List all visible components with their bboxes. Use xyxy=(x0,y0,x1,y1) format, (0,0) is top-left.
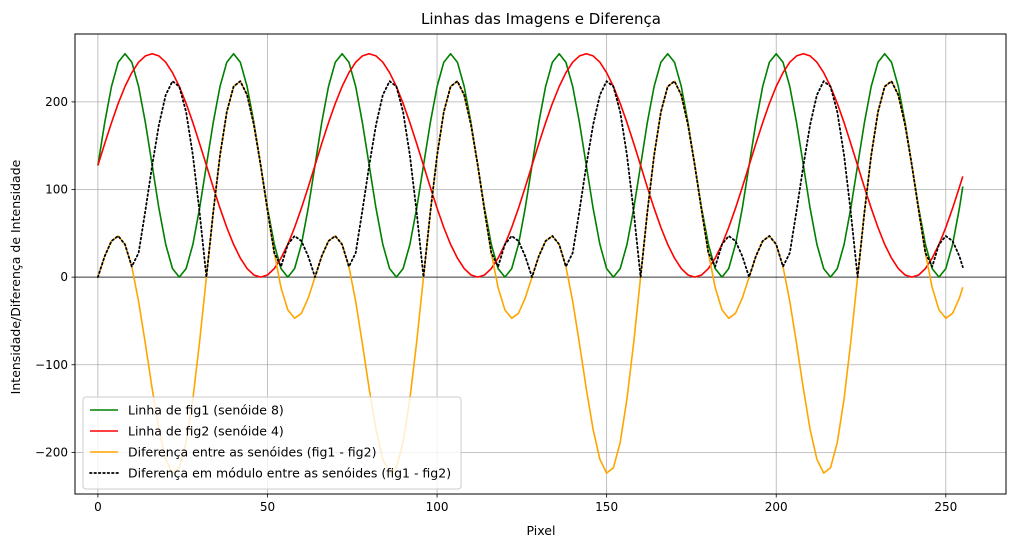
legend-label-4: Diferença em módulo entre as senóides (f… xyxy=(128,466,451,481)
x-tick-label: 100 xyxy=(426,500,449,514)
legend: Linha de fig1 (senóide 8) Linha de fig2 (… xyxy=(82,396,462,490)
y-tick-label: 200 xyxy=(45,95,68,109)
series-line-1 xyxy=(97,52,964,278)
y-tick-label: 0 xyxy=(60,270,68,284)
y-tick-label: −100 xyxy=(35,358,68,372)
y-tick-label: 100 xyxy=(45,183,68,197)
series-layer xyxy=(97,52,964,474)
ticks: 0 50 100 150 200 250 −200 −100 0 100 200 xyxy=(35,95,957,514)
y-tick-label: −200 xyxy=(35,445,68,459)
x-tick-label: 250 xyxy=(934,500,957,514)
y-axis-label: Intensidade/Diferença de Intensidade xyxy=(8,159,23,394)
x-tick-label: 50 xyxy=(260,500,275,514)
x-tick-label: 200 xyxy=(765,500,788,514)
chart-title: Linhas das Imagens e Diferença xyxy=(421,10,661,28)
x-tick-label: 150 xyxy=(595,500,618,514)
plot-frame xyxy=(74,33,1007,495)
legend-label-1: Linha de fig1 (senóide 8) xyxy=(128,403,284,418)
x-axis-label: Pixel xyxy=(527,523,556,538)
series-line-2 xyxy=(97,52,964,278)
x-tick-label: 0 xyxy=(94,500,102,514)
legend-label-2: Linha de fig2 (senóide 4) xyxy=(128,424,284,439)
series-line-4 xyxy=(97,80,964,279)
legend-label-3: Diferença entre as senóides (fig1 - fig2… xyxy=(128,445,376,460)
legend-box xyxy=(82,396,462,490)
